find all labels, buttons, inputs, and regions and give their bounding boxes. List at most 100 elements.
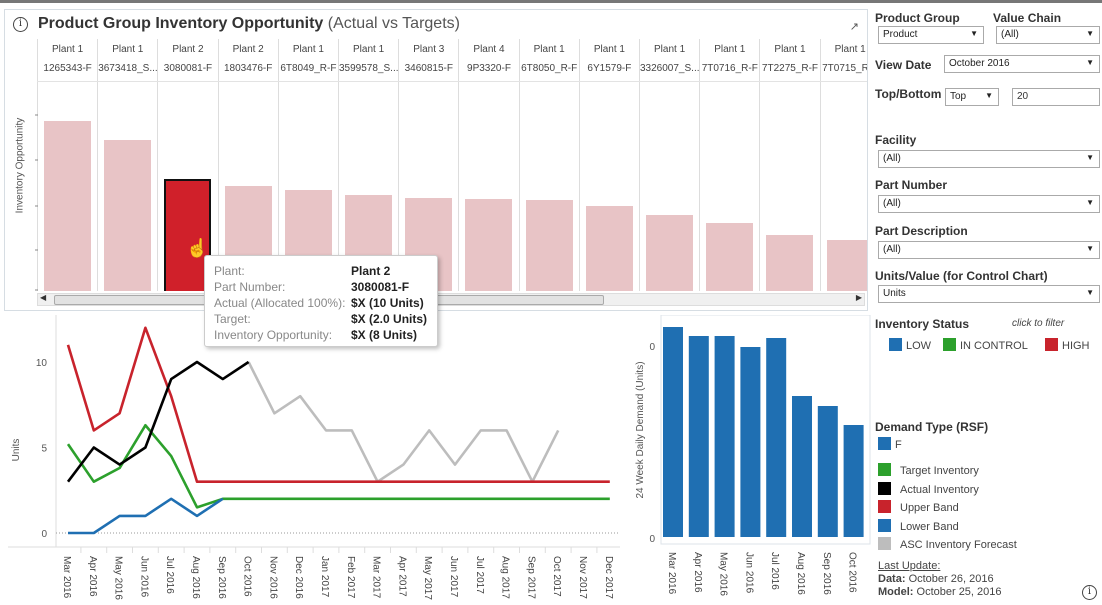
facility-select[interactable]: (All) ▼ — [878, 150, 1100, 168]
model-update-key: Model: — [878, 586, 914, 598]
demand-bar[interactable] — [843, 425, 864, 537]
plant-column: Plant 1 6Y1579-F — [578, 39, 639, 291]
legend-label: Lower Band — [900, 520, 959, 533]
bar[interactable] — [104, 139, 152, 291]
bar[interactable] — [766, 235, 814, 291]
top-bottom-value: Top — [950, 91, 967, 102]
line-legend-item[interactable]: Actual Inventory — [878, 481, 979, 496]
part-description-value: (All) — [883, 244, 901, 255]
x-tick-label: Jun 2017 — [448, 556, 459, 598]
x-tick-label: Dec 2017 — [603, 556, 614, 599]
bar-selected[interactable] — [164, 178, 212, 291]
series-line-asc-inventory-forecast[interactable] — [247, 361, 560, 483]
status-filter-item[interactable]: IN CONTROL — [943, 338, 1028, 352]
y-tick-label: 5 — [41, 444, 47, 455]
tooltip-value: 3080081-F — [351, 280, 410, 294]
tooltip-key: Actual (Allocated 100%): — [214, 296, 346, 310]
series-line-target-inventory[interactable] — [66, 423, 610, 509]
x-tick-label: Jun 2016 — [138, 556, 149, 598]
top-bottom-select[interactable]: Top ▼ — [945, 88, 999, 106]
plant-column: Plant 3 3460815-F — [398, 39, 458, 291]
product-group-select[interactable]: Product ▼ — [878, 26, 984, 44]
top-count-input[interactable]: 20 — [1012, 88, 1100, 106]
plant-label: Plant 3 — [413, 44, 445, 55]
panel-title: i Product Group Inventory Opportunity (Ac… — [13, 15, 460, 33]
plant-column: Plant 1 1265343-F — [37, 39, 97, 291]
plant-column: Plant 1 7T0715_R-F — [819, 39, 867, 291]
tooltip-value: $X (10 Units) — [351, 296, 424, 310]
bar[interactable] — [525, 199, 573, 291]
product-group-value: Product — [883, 29, 918, 40]
data-update: Data: October 26, 2016 — [878, 573, 994, 585]
part-description-select[interactable]: (All) ▼ — [878, 241, 1100, 259]
view-date-select[interactable]: October 2016 ▼ — [944, 55, 1100, 73]
status-filter-item[interactable]: LOW — [889, 338, 931, 352]
part-label: 7T0716_R-F — [701, 63, 758, 74]
info-icon[interactable]: i — [13, 17, 28, 32]
series-line-upper-band[interactable] — [66, 326, 610, 483]
plant-label: Plant 1 — [292, 44, 324, 55]
tooltip-value: $X (2.0 Units) — [351, 312, 428, 326]
units-value-value: Units — [883, 288, 906, 299]
tooltip-row: Actual (Allocated 100%): $X (10 Units) — [214, 296, 428, 312]
demand-bar[interactable] — [817, 406, 838, 537]
part-number-select[interactable]: (All) ▼ — [878, 195, 1100, 213]
demand-bar[interactable] — [766, 338, 787, 537]
demand-bar[interactable] — [792, 396, 812, 537]
bar[interactable] — [826, 240, 867, 291]
filter-sidebar: Product Group Product ▼ Value Chain (All)… — [875, 0, 1102, 605]
data-update-key: Data: — [878, 573, 906, 585]
line-legend-item[interactable]: ASC Inventory Forecast — [878, 537, 1017, 551]
demand-bar[interactable] — [714, 336, 735, 537]
demand-type-item[interactable]: F — [878, 437, 902, 451]
bar[interactable] — [585, 205, 633, 291]
chevron-down-icon: ▼ — [1086, 244, 1094, 253]
last-update-label: Last Update: — [878, 560, 941, 572]
chevron-down-icon: ▼ — [985, 91, 993, 100]
part-number-value: (All) — [883, 198, 901, 209]
x-tick-label: Oct 2016 — [242, 556, 253, 597]
series-line-lower-band[interactable] — [68, 497, 224, 535]
x-tick-label: Nov 2017 — [577, 556, 588, 599]
scroll-left-icon[interactable]: ◀ — [40, 293, 47, 302]
x-tick-label: Jun 2016 — [743, 552, 754, 594]
demand-bar[interactable] — [740, 347, 761, 537]
units-value-label: Units/Value (for Control Chart) — [875, 269, 1048, 283]
chevron-down-icon: ▼ — [1086, 153, 1094, 162]
x-tick-label: Jul 2016 — [769, 552, 780, 590]
bar[interactable] — [706, 223, 754, 291]
facility-value: (All) — [883, 153, 901, 164]
plant-columns: Plant 1 1265343-F Plant 1 3673418_S... Plant… — [37, 39, 867, 291]
scroll-right-icon[interactable]: ▶ — [855, 293, 862, 302]
info-icon[interactable]: i — [1082, 585, 1097, 600]
x-tick-label: Sep 2016 — [821, 552, 832, 595]
tooltip-row: Target: $X (2.0 Units) — [214, 312, 428, 328]
horizontal-scrollbar[interactable]: ◀ ▶ — [37, 293, 865, 306]
status-filter-item[interactable]: HIGH — [1045, 338, 1090, 352]
line-legend-item[interactable]: Target Inventory — [878, 463, 979, 477]
plant-column: Plant 1 7T0716_R-F — [699, 39, 759, 291]
line-legend-item[interactable]: Upper Band — [878, 500, 959, 514]
units-value-select[interactable]: Units ▼ — [878, 285, 1100, 303]
legend-swatch — [878, 463, 891, 476]
popout-icon[interactable]: ↗ — [849, 21, 859, 33]
bar[interactable] — [465, 198, 513, 291]
x-tick-label: Dec 2016 — [293, 556, 304, 599]
demand-bar[interactable] — [688, 336, 709, 537]
series-line-actual-inventory[interactable] — [66, 360, 250, 483]
legend-label: ASC Inventory Forecast — [900, 539, 1017, 552]
plant-label: Plant 1 — [112, 44, 144, 55]
line-legend-item[interactable]: Lower Band — [878, 518, 959, 533]
bar[interactable] — [44, 121, 91, 291]
demand-bar[interactable] — [663, 327, 683, 537]
chevron-down-icon: ▼ — [1086, 58, 1094, 67]
legend-swatch — [878, 518, 891, 532]
legend-label: F — [895, 439, 902, 451]
chevron-down-icon: ▼ — [1086, 198, 1094, 207]
plot-frame — [660, 315, 871, 545]
value-chain-select[interactable]: (All) ▼ — [996, 26, 1100, 44]
y-tick-label: 0 — [41, 529, 47, 540]
legend-label: Actual Inventory — [900, 483, 979, 496]
bar[interactable] — [646, 214, 693, 291]
plant-label: Plant 2 — [172, 44, 204, 55]
